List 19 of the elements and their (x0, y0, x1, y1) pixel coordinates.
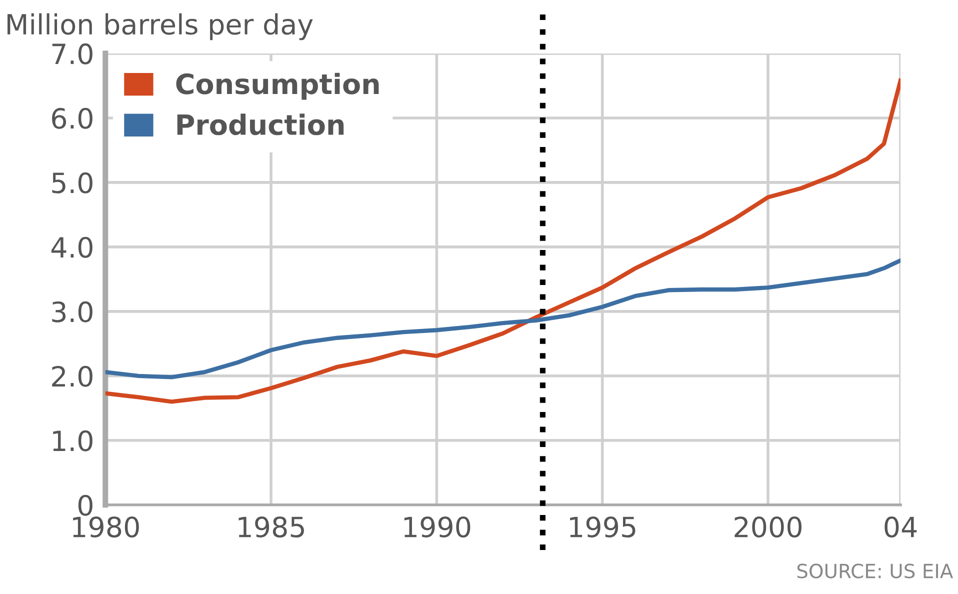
y-tick-label: 5.0 (52, 172, 92, 194)
y-tick-label: 7.0 (52, 43, 92, 64)
legend-label: Consumption (176, 72, 379, 100)
y-tick-label: 2.0 (52, 366, 92, 387)
x-tick-label: 04 (884, 516, 917, 538)
x-tick-label: 1995 (570, 516, 636, 538)
y-tick-label: 6.0 (52, 108, 92, 129)
x-tick-label: 1980 (73, 516, 139, 538)
line-series (105, 258, 901, 380)
y-tick-label: 4.0 (51, 236, 92, 258)
y-tick-label: 3.0 (52, 301, 92, 322)
legend-label: Production (177, 114, 344, 136)
source-note: SOURCE: US EIA (797, 564, 954, 578)
x-tick-label: 1985 (238, 516, 304, 538)
y-tick-label: 0 (78, 494, 92, 516)
y-tick-label: 1.0 (53, 430, 92, 452)
y-axis-title: Million barrels per day (8, 13, 313, 40)
x-tick-label: 1990 (404, 516, 470, 538)
x-tick-label: 2000 (734, 516, 802, 538)
